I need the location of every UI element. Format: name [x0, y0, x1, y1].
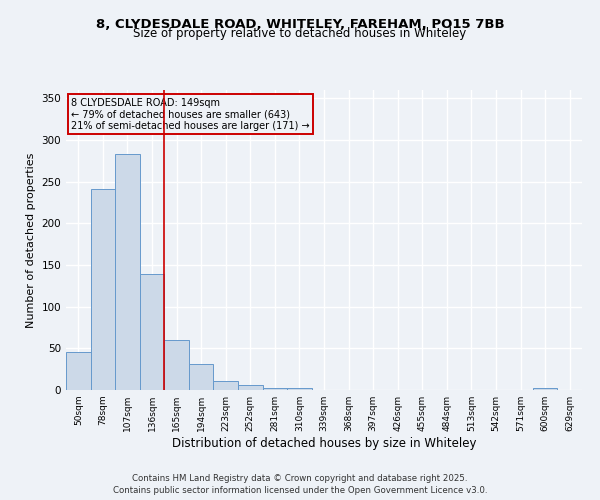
Y-axis label: Number of detached properties: Number of detached properties	[26, 152, 36, 328]
Bar	[140, 274, 164, 390]
Bar	[115, 154, 140, 390]
Bar	[263, 388, 287, 390]
Text: 8, CLYDESDALE ROAD, WHITELEY, FAREHAM, PO15 7BB: 8, CLYDESDALE ROAD, WHITELEY, FAREHAM, P…	[95, 18, 505, 30]
Text: Size of property relative to detached houses in Whiteley: Size of property relative to detached ho…	[133, 28, 467, 40]
X-axis label: Distribution of detached houses by size in Whiteley: Distribution of detached houses by size …	[172, 437, 476, 450]
Text: 8 CLYDESDALE ROAD: 149sqm
← 79% of detached houses are smaller (643)
21% of semi: 8 CLYDESDALE ROAD: 149sqm ← 79% of detac…	[71, 98, 310, 130]
Text: Contains HM Land Registry data © Crown copyright and database right 2025.
Contai: Contains HM Land Registry data © Crown c…	[113, 474, 487, 495]
Bar	[164, 340, 189, 390]
Bar	[189, 364, 214, 390]
Bar	[66, 352, 91, 390]
Bar	[214, 381, 238, 390]
Bar	[287, 388, 312, 390]
Bar	[533, 388, 557, 390]
Bar	[91, 189, 115, 390]
Bar	[238, 385, 263, 390]
